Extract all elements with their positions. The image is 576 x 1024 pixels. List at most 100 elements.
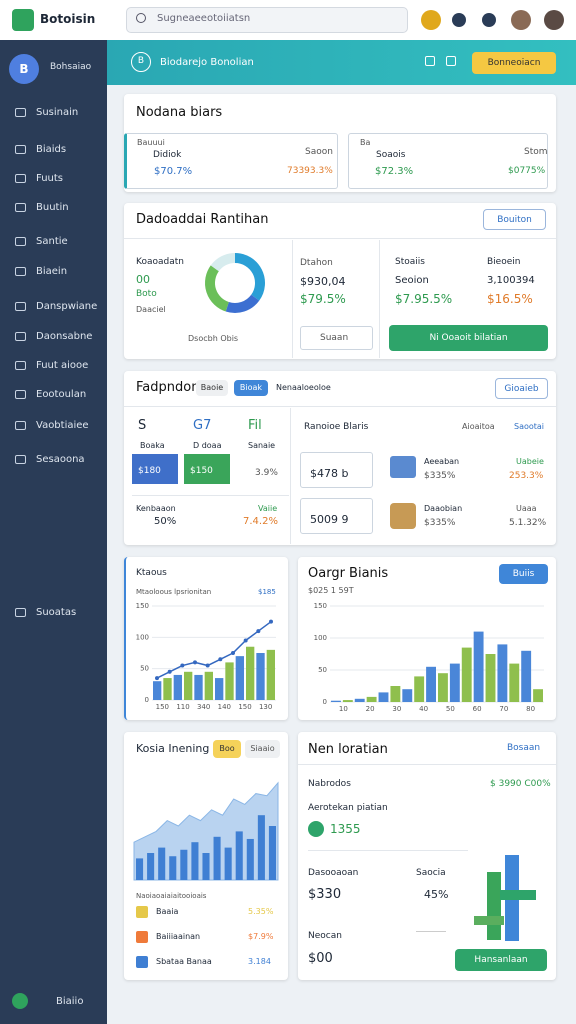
card-title: Nodana biars — [136, 105, 223, 120]
right-change: $16.5% — [487, 292, 533, 306]
help-icon[interactable] — [482, 13, 496, 27]
notification-icon[interactable] — [421, 10, 441, 30]
line-point — [256, 629, 261, 634]
donut-segment — [205, 265, 230, 312]
card-button[interactable]: Bouiton — [483, 209, 546, 230]
map-shape — [500, 890, 536, 900]
bar — [204, 671, 213, 700]
divider — [292, 240, 293, 358]
nav-item[interactable]: Santie — [36, 236, 68, 247]
trend-chart: 0 50 100 150 150 110 340 140 150 130 — [136, 602, 276, 711]
legend-name: Sbataa Banaa — [156, 957, 212, 966]
right-label: Bieoein — [487, 257, 521, 267]
tab[interactable]: Bioak — [234, 380, 268, 396]
header-icon[interactable] — [446, 56, 456, 66]
card-button[interactable]: Gioaieb — [495, 378, 548, 399]
stat-label: Neocan — [308, 931, 342, 941]
line-point — [243, 638, 248, 643]
header-button[interactable]: Bonneoiacn — [472, 52, 556, 74]
footer-label: Biaiio — [56, 996, 84, 1007]
nav-icon — [15, 421, 26, 430]
nav-icon — [15, 108, 26, 117]
card-button[interactable]: Buiis — [499, 564, 548, 584]
nav-icon — [15, 608, 26, 617]
stat-value: Stom — [524, 147, 548, 157]
stat-value: Saoon — [305, 147, 333, 157]
nav-item[interactable]: Eootoulan — [36, 389, 87, 400]
x-tick-label: 40 — [419, 705, 428, 713]
nav-icon — [15, 390, 26, 399]
nav-item[interactable]: Daonsabne — [36, 331, 93, 342]
tab[interactable]: Baoie — [196, 380, 228, 396]
select-value: Suaan — [320, 333, 349, 343]
bar — [354, 698, 365, 702]
search-box[interactable] — [126, 7, 408, 33]
bar — [246, 838, 254, 880]
tab[interactable]: Nenaaloeoloe — [276, 383, 331, 392]
profile-avatar[interactable]: B — [9, 54, 39, 84]
line-point — [193, 660, 197, 665]
nav-item[interactable]: Biaids — [36, 144, 67, 155]
nav-item[interactable]: Susinain — [36, 107, 79, 118]
nav-item[interactable]: Sesaoona — [36, 454, 85, 465]
nav-icon — [15, 332, 26, 341]
donut-segment — [210, 253, 236, 272]
y-tick-label: 100 — [314, 634, 327, 642]
card-title: Dadoaddai Rantihan — [136, 212, 269, 227]
bottom-label: Vaiie — [258, 504, 278, 513]
bar — [246, 646, 255, 700]
card-title: Nen loratian — [308, 742, 388, 757]
nav-item[interactable]: Vaobtiaiee — [36, 420, 89, 431]
row-pct: $335% — [424, 471, 456, 481]
line-point — [231, 651, 235, 655]
header-icon[interactable] — [425, 56, 435, 66]
stat-value: $00 — [308, 951, 333, 966]
donut-segment — [234, 253, 265, 301]
card-link[interactable]: Bosaan — [507, 743, 541, 753]
divider — [308, 850, 468, 851]
bottom-value: 50% — [154, 516, 177, 527]
stat-name: Soaois — [376, 150, 406, 160]
nav-item[interactable]: Fuut aiooe — [36, 360, 89, 371]
bar — [366, 696, 377, 702]
logo[interactable] — [12, 9, 34, 31]
x-tick-label: 70 — [499, 705, 508, 713]
line-point — [269, 619, 273, 624]
x-tick-label: 140 — [218, 703, 231, 711]
nav-item[interactable]: Suoatas — [36, 607, 77, 618]
badge[interactable]: Boo — [213, 740, 241, 758]
divider — [379, 240, 380, 358]
row-value: 5.1.32% — [509, 518, 547, 528]
legend-swatch — [136, 956, 148, 968]
mid-value: $930,04 — [300, 275, 346, 288]
badge[interactable]: Siaaio — [245, 740, 280, 758]
cta-button[interactable]: Hansanlaan — [455, 949, 547, 971]
card-title: Oargr Bianis — [308, 566, 389, 581]
donut-sub: Boto — [136, 289, 157, 299]
legend-name: Baiiiaainan — [156, 932, 201, 941]
nav-item[interactable]: Danspwiane — [36, 301, 98, 312]
legend-swatch — [136, 931, 148, 943]
nav-item[interactable]: Biaein — [36, 266, 68, 277]
cta-button[interactable]: Ni Ooaoit bilatian — [389, 325, 548, 351]
settings-icon[interactable] — [452, 13, 466, 27]
select[interactable] — [300, 326, 373, 350]
avatar[interactable] — [544, 10, 564, 30]
list-head: Aioaitoa — [462, 422, 495, 431]
stat-change: $70.7% — [154, 166, 193, 177]
map-shape — [474, 916, 504, 925]
y-tick-label: 100 — [136, 633, 149, 641]
avatar[interactable] — [511, 10, 531, 30]
nav-item[interactable]: Fuuts — [36, 173, 64, 184]
y-tick-label: 150 — [136, 602, 149, 610]
x-tick-label: 130 — [259, 703, 272, 711]
nav-icon — [15, 302, 26, 311]
y-tick-label: 0 — [323, 698, 327, 706]
nav-item[interactable]: Buutin — [36, 202, 69, 213]
block-head: G7 — [193, 418, 212, 433]
line-point — [218, 657, 223, 662]
bar — [215, 678, 224, 700]
bar — [521, 650, 532, 702]
bar — [256, 653, 265, 700]
line — [156, 621, 272, 679]
